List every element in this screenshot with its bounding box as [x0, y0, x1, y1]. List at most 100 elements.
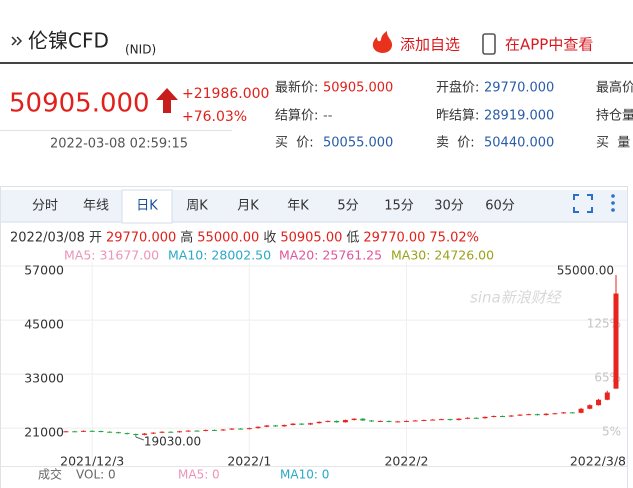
tab[interactable]: 年K [287, 199, 309, 214]
candle-body [115, 432, 121, 434]
candle-body [377, 420, 383, 422]
candle-body [89, 430, 95, 432]
info-high: 55000.00 [197, 231, 259, 246]
candle-body [133, 433, 139, 435]
field-value: 29770.000 [484, 81, 554, 96]
candle-body [63, 431, 69, 433]
min-pointer [135, 436, 145, 441]
candle-body [142, 433, 148, 435]
tab[interactable]: 年线 [83, 199, 109, 214]
candle-body [124, 433, 130, 435]
info-change-pct: 75.02% [429, 231, 479, 246]
y-tick-label: 33000 [24, 371, 64, 386]
info-high-label: 高 [180, 230, 193, 246]
change: +21986.000 [182, 86, 269, 102]
candle-body [412, 420, 418, 422]
tab-bar [1, 190, 627, 222]
field-label: 买 量 [596, 136, 630, 151]
candle-body [107, 431, 113, 433]
candle-body [534, 414, 540, 416]
fullscreen-icon[interactable] [573, 194, 593, 213]
min-label: 19030.00 [144, 435, 201, 449]
candle-body [465, 417, 471, 419]
tab[interactable]: 5分 [337, 199, 358, 214]
candle-body [491, 415, 497, 417]
candle-body [273, 425, 279, 427]
tab[interactable]: 日K [136, 199, 158, 214]
more-icon[interactable] [611, 194, 615, 212]
max-label: 55000.00 [557, 264, 614, 278]
candle-body [473, 417, 479, 419]
candle-body [150, 432, 156, 434]
candle-body [543, 413, 549, 416]
quote-time: 2022-03-08 02:59:15 [50, 137, 188, 152]
info-open: 29770.000 [106, 231, 176, 246]
phone-icon[interactable] [482, 33, 496, 55]
volume-ma10: MA10: 0 [280, 468, 329, 482]
price: 50905.000 [9, 89, 150, 119]
candle-body [421, 420, 427, 422]
add-watch[interactable]: 添加自选 [400, 36, 460, 54]
field-label: 昨结算: [436, 109, 479, 124]
candle-body [561, 412, 567, 414]
info-low-label: 低 [346, 231, 359, 246]
field-label: 最新价: [275, 80, 318, 96]
ma-legend: MA10: 28002.50 [168, 248, 271, 263]
chart-panel [0, 186, 628, 488]
candle-body [246, 428, 252, 430]
candle-body [98, 431, 104, 433]
x-tick-label: 2022/3/8 [570, 454, 626, 469]
y2-tick-label: 5% [602, 425, 621, 439]
up-arrow [156, 88, 178, 113]
tab[interactable]: 15分 [384, 199, 414, 214]
ma-legend: MA30: 24726.00 [391, 248, 494, 263]
tab[interactable]: 月K [237, 199, 259, 214]
candle-body [80, 430, 86, 432]
volume-divider [1, 466, 627, 467]
field-value: 50055.000 [323, 136, 393, 151]
candle-body [307, 423, 313, 425]
title: 伦镍CFD [28, 29, 109, 53]
info-close-label: 收 [263, 231, 276, 246]
tab[interactable]: 30分 [434, 199, 464, 214]
candle-body [299, 423, 305, 425]
tab[interactable]: 周K [186, 199, 208, 214]
candle-body [526, 414, 532, 416]
code: (NID) [125, 43, 156, 57]
field-label: 买 价: [275, 136, 314, 151]
candle-body [569, 412, 575, 414]
volume-label: 成交 [38, 467, 62, 482]
back-icon[interactable] [11, 36, 23, 46]
info-date: 2022/03/08 [10, 231, 85, 246]
candle-body [517, 414, 523, 416]
candle-body [596, 399, 602, 406]
tab-selected-bg [121, 189, 173, 224]
info-close: 50905.00 [280, 231, 342, 246]
field-value: 50440.000 [484, 136, 554, 151]
candle-body [587, 405, 593, 409]
candle-body [578, 408, 584, 413]
fire-icon[interactable] [372, 31, 393, 53]
candle-body [72, 431, 78, 433]
tab[interactable]: 60分 [485, 199, 515, 214]
x-tick-label: 2022/1 [227, 454, 271, 469]
field-label: 开盘价: [436, 80, 479, 96]
candle-body [229, 428, 235, 430]
y2-tick-label: 125% [587, 317, 621, 331]
candle-body [351, 418, 357, 421]
candle-body [430, 419, 436, 421]
y-tick-label: 45000 [24, 317, 64, 332]
candle-body [255, 426, 261, 429]
field-value: 50905.000 [323, 81, 393, 96]
candle-body [613, 293, 619, 389]
open-app[interactable]: 在APP中查看 [505, 36, 593, 54]
y-tick-label: 21000 [24, 425, 64, 440]
field-label: 持仓量 [596, 109, 633, 124]
info-open-label: 开 [89, 231, 102, 246]
candle-body [159, 431, 165, 433]
tab[interactable]: 分时 [32, 199, 58, 214]
info-low: 29770.00 [363, 231, 425, 246]
watermark: sina新浪财经 [470, 289, 563, 307]
